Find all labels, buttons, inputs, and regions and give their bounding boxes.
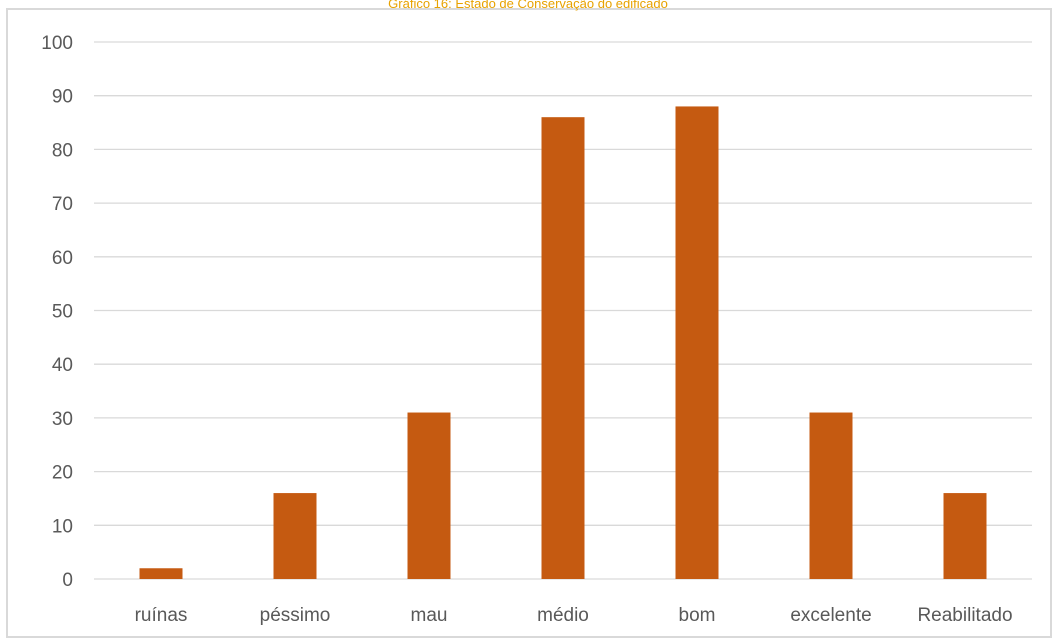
chart-frame — [6, 8, 1052, 638]
x-tick-label: bom — [679, 605, 716, 626]
x-tick-label: péssimo — [260, 605, 331, 626]
x-tick-label: médio — [537, 605, 589, 626]
y-tick-label: 30 — [52, 409, 73, 430]
y-tick-label: 80 — [52, 140, 73, 161]
bars — [139, 106, 987, 580]
y-tick-label: 40 — [52, 355, 73, 376]
x-tick-label: Reabilitado — [917, 605, 1012, 626]
bar-6 — [943, 493, 987, 579]
y-tick-label: 10 — [52, 516, 73, 537]
y-tick-label: 90 — [52, 87, 73, 108]
bar-0 — [139, 568, 183, 579]
y-tick-label: 0 — [62, 570, 73, 591]
chart-caption: Gráfico 16: Estado de Conservação do edi… — [388, 0, 668, 11]
y-tick-label: 70 — [52, 194, 73, 215]
y-axis-tick-labels: 0 10 20 30 40 50 60 70 80 90 100 — [41, 33, 73, 591]
bar-3 — [541, 117, 585, 580]
x-axis-tick-labels: ruínas péssimo mau médio bom excelente Reabili… — [135, 605, 1013, 626]
x-tick-label: mau — [411, 605, 448, 626]
x-tick-label: excelente — [790, 605, 871, 626]
y-tick-label: 20 — [52, 463, 73, 484]
x-tick-label: ruínas — [135, 605, 188, 626]
bar-1 — [273, 493, 317, 579]
y-tick-label: 60 — [52, 248, 73, 269]
y-tick-label: 100 — [41, 33, 73, 54]
bar-4 — [675, 106, 719, 579]
bar-2 — [407, 412, 451, 579]
bar-5 — [809, 412, 853, 579]
y-tick-label: 50 — [52, 302, 73, 323]
